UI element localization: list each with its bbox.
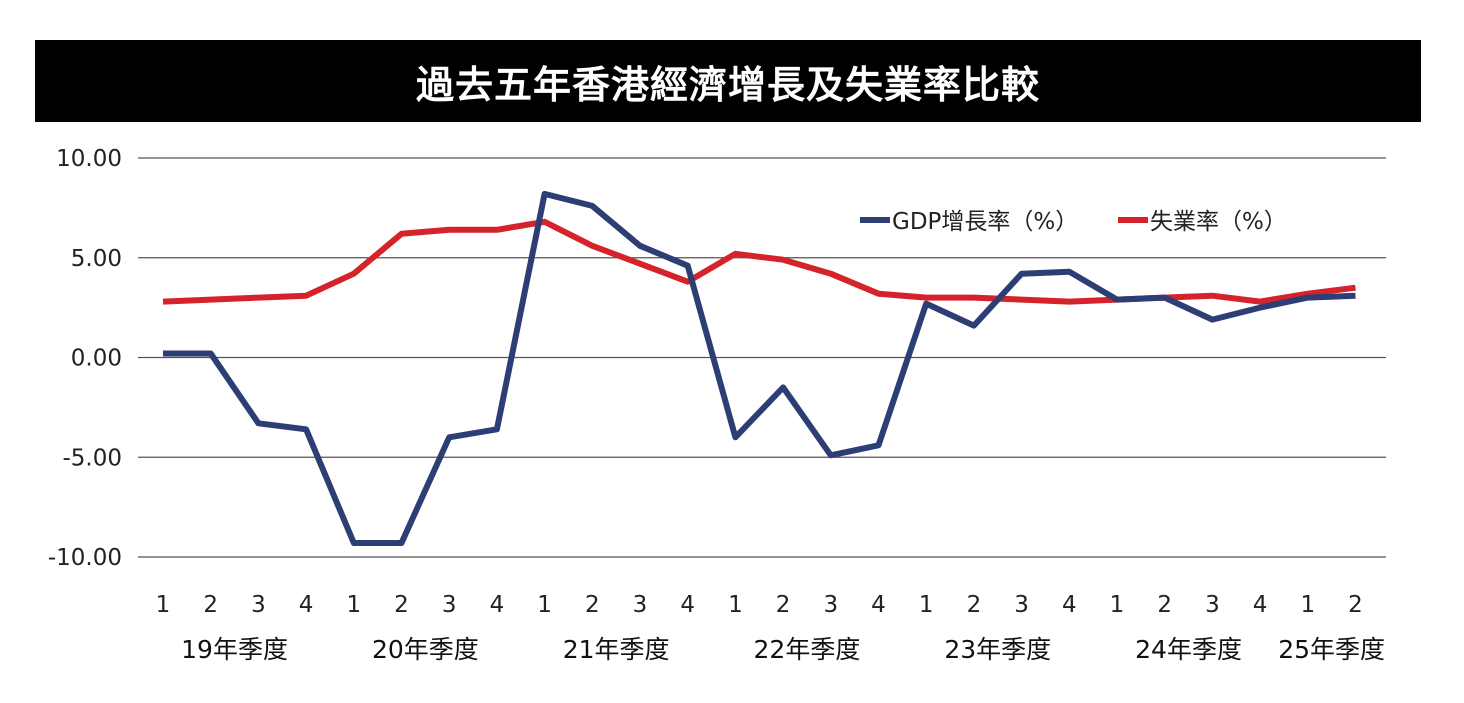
legend-label: GDP增長率（%） <box>892 209 1078 235</box>
y-tick-label: -5.00 <box>62 445 122 471</box>
y-tick-label: 0.00 <box>71 346 122 372</box>
x-tick-label: 4 <box>680 592 695 618</box>
y-tick-label: -10.00 <box>48 545 122 571</box>
x-tick-label: 4 <box>1062 592 1077 618</box>
x-tick-label: 4 <box>871 592 886 618</box>
x-tick-label: 4 <box>299 592 314 618</box>
x-tick-label: 3 <box>1205 592 1220 618</box>
x-tick-label: 1 <box>537 592 552 618</box>
x-tick-label: 1 <box>1110 592 1125 618</box>
x-tick-label: 1 <box>1300 592 1315 618</box>
x-tick-label: 1 <box>919 592 934 618</box>
x-tick-label: 2 <box>776 592 791 618</box>
x-tick-label: 1 <box>346 592 361 618</box>
y-tick-label: 10.00 <box>56 146 122 172</box>
x-group-label: 19年季度 <box>181 635 288 664</box>
x-tick-label: 1 <box>728 592 743 618</box>
chart-title-bar: 過去五年香港經濟增長及失業率比較 <box>35 40 1421 122</box>
x-tick-label: 2 <box>967 592 982 618</box>
series-line-gdp <box>163 190 1356 546</box>
x-tick-label: 3 <box>633 592 648 618</box>
x-tick-label: 4 <box>490 592 505 618</box>
x-tick-label: 3 <box>442 592 457 618</box>
x-tick-label: 3 <box>1014 592 1029 618</box>
x-group-label: 20年季度 <box>372 635 479 664</box>
x-tick-label: 3 <box>251 592 266 618</box>
x-tick-label: 1 <box>156 592 171 618</box>
legend-label: 失業率（%） <box>1150 209 1287 235</box>
x-tick-label: 2 <box>394 592 409 618</box>
y-tick-label: 5.00 <box>71 246 122 272</box>
x-group-label: 22年季度 <box>754 635 861 664</box>
x-group-label: 21年季度 <box>563 635 670 664</box>
chart-title: 過去五年香港經濟增長及失業率比較 <box>415 62 1040 107</box>
x-tick-label: 2 <box>1348 592 1363 618</box>
x-tick-label: 2 <box>585 592 600 618</box>
x-group-label: 24年季度 <box>1135 635 1242 664</box>
x-tick-label: 2 <box>203 592 218 618</box>
x-group-label: 23年季度 <box>944 635 1051 664</box>
x-tick-label: 3 <box>823 592 838 618</box>
x-tick-label: 4 <box>1253 592 1268 618</box>
x-tick-label: 2 <box>1157 592 1172 618</box>
x-group-label: 25年季度 <box>1278 635 1385 664</box>
